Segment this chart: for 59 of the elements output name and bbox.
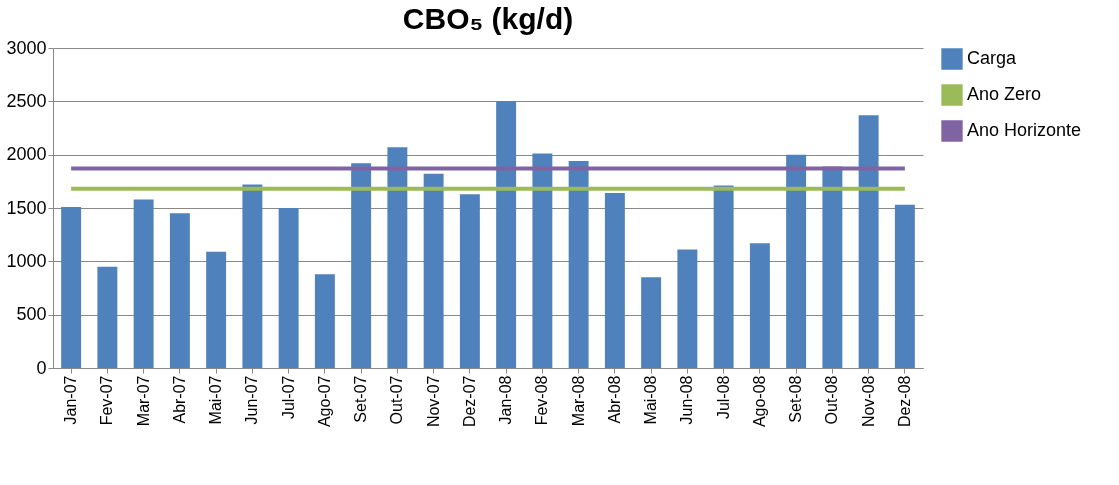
bar <box>61 206 82 368</box>
y-tick-label: 2000 <box>6 144 47 165</box>
x-tick-label: Mai-08 <box>642 375 660 425</box>
x-tick-label: Nov-08 <box>859 375 877 428</box>
bar <box>568 161 589 368</box>
x-tick-label: Set-08 <box>787 375 805 423</box>
bar <box>351 163 372 368</box>
y-tick-label: 3000 <box>6 37 47 58</box>
bar <box>314 274 335 368</box>
y-tick-label: 500 <box>16 304 47 325</box>
bar <box>894 204 915 368</box>
x-tick-label: Mar-07 <box>134 375 152 427</box>
x-tick-label: Jun-08 <box>678 375 696 425</box>
x-tick-label: Dez-08 <box>895 375 913 428</box>
legend-label: Ano Horizonte <box>967 120 1082 140</box>
x-tick-label: Jan-07 <box>62 375 80 425</box>
x-tick-label: Ago-07 <box>315 375 333 428</box>
bar <box>387 147 408 368</box>
bar <box>786 154 807 368</box>
bar <box>822 166 843 368</box>
x-tick-label: Jul-07 <box>279 375 297 420</box>
bar <box>604 193 625 368</box>
x-tick-label: Jan-08 <box>497 375 515 425</box>
legend-label: Carga <box>967 48 1018 68</box>
y-tick-label: 1000 <box>6 250 47 271</box>
x-tick-label: Ago-08 <box>750 375 768 428</box>
y-tick-label: 2500 <box>6 90 47 111</box>
bar <box>278 208 299 368</box>
y-tick-label: 0 <box>36 357 47 378</box>
bar <box>242 184 263 368</box>
x-tick-label: Fev-08 <box>533 375 551 426</box>
x-tick-label: Nov-07 <box>424 375 442 428</box>
bar <box>496 101 517 368</box>
x-tick-label: Set-07 <box>352 375 370 423</box>
bar <box>459 194 480 368</box>
bar <box>749 243 770 368</box>
x-tick-label: Abr-08 <box>605 375 623 424</box>
x-tick-label: Jun-07 <box>243 375 261 425</box>
chart-title: CBO₅ (kg/d) <box>402 2 574 35</box>
x-tick-label: Fev-07 <box>98 375 116 426</box>
bar <box>713 185 734 368</box>
x-tick-label: Mai-07 <box>207 375 225 425</box>
bar <box>169 213 190 368</box>
bar <box>641 277 662 368</box>
bar <box>423 173 444 368</box>
x-tick-label: Jul-08 <box>714 375 732 420</box>
bar <box>677 249 698 368</box>
bar <box>97 266 118 368</box>
bar <box>133 199 154 368</box>
x-tick-label: Out-08 <box>823 375 841 425</box>
x-tick-label: Abr-07 <box>170 375 188 424</box>
bar <box>532 153 553 368</box>
x-tick-label: Dez-07 <box>460 375 478 428</box>
y-tick-label: 1500 <box>6 197 47 218</box>
x-tick-label: Mar-08 <box>569 375 587 427</box>
bar <box>858 115 879 368</box>
x-tick-label: Out-07 <box>388 375 406 425</box>
legend-label: Ano Zero <box>967 84 1042 104</box>
bar <box>206 251 227 368</box>
